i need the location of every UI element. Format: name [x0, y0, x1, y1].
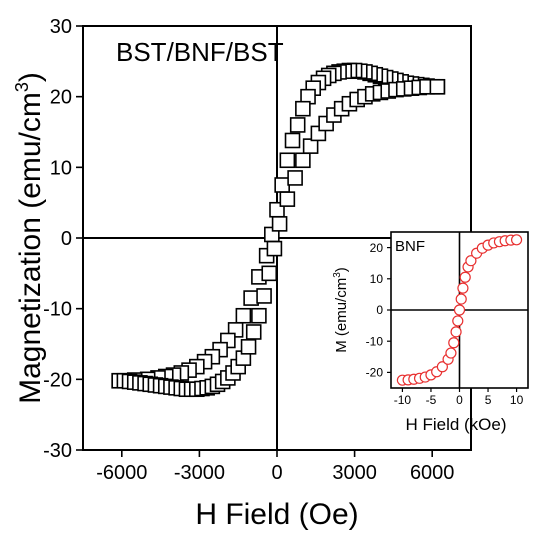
inset-x-tick-label: -5: [426, 393, 437, 407]
inset-y-tick-label: 20: [370, 241, 384, 255]
main-data-points: [111, 62, 446, 398]
main-data-point: [256, 288, 272, 304]
inset-y-tick-label: -10: [366, 334, 384, 348]
main-y-tick-label: 30: [50, 16, 72, 38]
inset-x-axis-title: H Field (kOe): [405, 415, 506, 434]
main-data-point: [235, 307, 252, 324]
inset-axis-ticks: -10 -5 0 5 10 -20 -10 0 10 20: [366, 241, 524, 407]
inset-chart-title: BNF: [395, 238, 425, 255]
main-data-point: [302, 138, 319, 154]
main-data-point: [279, 152, 296, 169]
main-y-axis-title-main: Magnetization (emu/cm: [14, 92, 47, 404]
inset-y-axis-title: M (emu/cm3): [332, 267, 350, 353]
inset-y-tick-label: 0: [376, 303, 383, 317]
inset-x-tick-label: 5: [485, 393, 492, 407]
main-y-tick-label: -20: [43, 369, 72, 391]
main-data-point: [284, 132, 301, 149]
main-x-tick-label: -6000: [96, 462, 147, 484]
inset-y-tick-label: -20: [366, 366, 384, 380]
inset-y-axis-title-sup: 3: [332, 272, 343, 278]
main-data-point: [274, 177, 290, 193]
main-y-tick-label: 0: [61, 228, 72, 250]
main-data-point: [289, 117, 306, 133]
main-y-tick-label: -10: [43, 299, 72, 321]
main-x-tick-label: 0: [271, 462, 282, 484]
inset-data-point: [450, 326, 462, 338]
main-y-axis-title: Magnetization (emu/cm3): [12, 72, 47, 404]
inset-data-point: [452, 315, 464, 327]
main-data-point: [295, 100, 311, 117]
main-data-point: [245, 324, 262, 340]
main-data-point: [295, 152, 311, 169]
inset-x-tick-label: 10: [510, 393, 524, 407]
main-data-point: [240, 339, 257, 355]
main-data-point: [279, 191, 296, 207]
inset-data-points: [396, 234, 523, 386]
inset-data-point: [459, 271, 471, 283]
main-x-tick-label: 6000: [410, 462, 455, 484]
inset-data-point: [453, 304, 466, 316]
inset-data-point: [448, 337, 460, 349]
inset-x-tick-label: -10: [394, 393, 412, 407]
inset-y-axis-title-close: ): [333, 267, 350, 272]
main-data-point: [287, 170, 303, 186]
main-data-point: [243, 290, 259, 306]
inset-y-tick-label: 10: [370, 272, 384, 286]
main-data-point: [271, 216, 288, 232]
main-y-tick-label: 20: [50, 87, 72, 109]
inset-data-point: [455, 293, 467, 305]
main-y-tick-label: 10: [50, 157, 72, 179]
main-data-point: [251, 307, 267, 324]
inset-data-point: [436, 361, 448, 373]
inset-x-tick-label: 0: [456, 393, 463, 407]
main-data-point: [261, 265, 278, 282]
inset-data-point: [510, 234, 523, 246]
main-x-axis-title: H Field (Oe): [195, 498, 358, 531]
main-y-axis-title-close: ): [14, 72, 47, 82]
main-data-point: [266, 240, 283, 257]
main-data-point: [429, 78, 446, 95]
inset-y-axis-title-main: M (emu/cm: [333, 278, 350, 353]
inset-data-point: [457, 282, 469, 294]
main-y-tick-label: -30: [43, 440, 72, 462]
main-x-tick-label: -3000: [174, 462, 225, 484]
inset-data-point: [465, 255, 477, 267]
inset-data-point: [445, 347, 457, 359]
main-chart-title: BST/BNF/BST: [116, 37, 284, 67]
inset-chart: -10 -5 0 5 10 -20 -10 0 10 20 BNF H Field (kOe) M…: [332, 231, 529, 434]
main-y-axis-title-sup: 3: [12, 82, 32, 92]
main-x-tick-label: 3000: [332, 462, 377, 484]
